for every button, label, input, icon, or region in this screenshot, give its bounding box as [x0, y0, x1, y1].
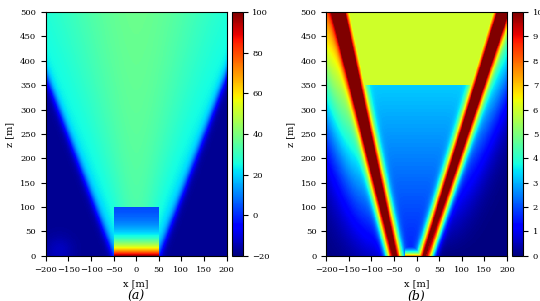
Y-axis label: z [m]: z [m] [286, 121, 295, 147]
X-axis label: x [m]: x [m] [124, 279, 149, 288]
Text: (a): (a) [127, 290, 145, 301]
Text: (b): (b) [408, 290, 426, 301]
Y-axis label: z [m]: z [m] [5, 121, 15, 147]
X-axis label: x [m]: x [m] [404, 279, 429, 288]
